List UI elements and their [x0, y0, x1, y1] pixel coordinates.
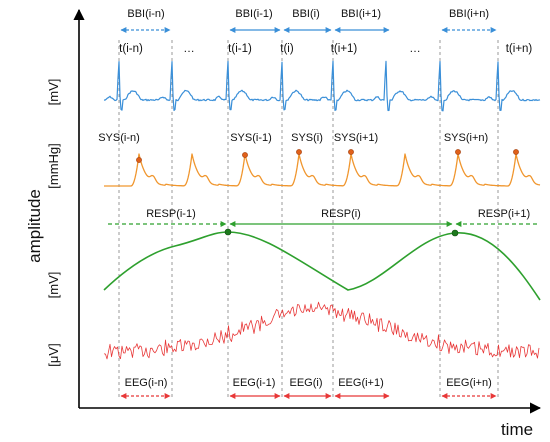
unit-label-resp: [mV]: [46, 272, 61, 299]
eeg-trace: [103, 301, 540, 360]
bbi-label-i-n: BBI(i-n): [127, 8, 164, 20]
resp-label-i: RESP(i): [321, 208, 361, 220]
sys-label-i-n: SYS(i-n): [98, 132, 140, 144]
sys-label-i: SYS(i): [291, 132, 323, 144]
ecg-trace: [103, 60, 541, 112]
unit-label-ecg: [mV]: [46, 79, 61, 106]
time-label-t-i: t(i): [280, 43, 294, 55]
bbi-label-i+1: BBI(i+1): [341, 8, 381, 20]
resp-label-i+1: RESP(i+1): [478, 208, 530, 220]
unit-label-eeg: [μV]: [46, 343, 61, 366]
eeg-label-i+1: EEG(i+1): [338, 377, 384, 389]
time-ellipsis-left: …: [183, 43, 195, 55]
systolic-peak-markers: [136, 149, 519, 163]
eeg-label-i: EEG(i): [290, 377, 323, 389]
x-axis-title: time: [501, 420, 533, 439]
time-label-t-i-n: t(i-n): [119, 43, 143, 55]
respiration-peak-markers: [224, 228, 459, 237]
blood-pressure-trace: [104, 153, 541, 187]
bbi-label-i: BBI(i): [292, 8, 320, 20]
bbi-label-i+n: BBI(i+n): [449, 8, 489, 20]
sys-label-i+1: SYS(i+1): [334, 132, 378, 144]
time-label-t-i+n: t(i+n): [506, 43, 533, 55]
unit-label-bp: [mmHg]: [46, 143, 61, 189]
eeg-label-i-1: EEG(i-1): [233, 377, 276, 389]
time-label-t-i+1: t(i+1): [331, 43, 358, 55]
sys-label-i-1: SYS(i-1): [230, 132, 272, 144]
eeg-label-i+n: EEG(i+n): [446, 377, 492, 389]
bbi-label-i-1: BBI(i-1): [235, 8, 272, 20]
y-axis-title: amplitude: [25, 189, 44, 263]
time-label-t-i-1: t(i-1): [228, 43, 252, 55]
respiration-trace: [103, 231, 541, 301]
time-ellipsis-right: …: [409, 43, 421, 55]
eeg-label-i-n: EEG(i-n): [125, 377, 168, 389]
sys-label-i+n: SYS(i+n): [444, 132, 488, 144]
resp-label-i-1: RESP(i-1): [146, 208, 196, 220]
